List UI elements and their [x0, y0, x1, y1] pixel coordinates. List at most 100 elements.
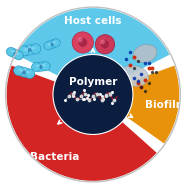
Circle shape — [31, 44, 41, 54]
Point — [71, 95, 74, 98]
Text: Host cells: Host cells — [64, 16, 122, 26]
Circle shape — [19, 46, 29, 56]
Point — [110, 101, 113, 104]
Text: Polymer: Polymer — [69, 77, 117, 88]
Wedge shape — [93, 64, 180, 145]
Ellipse shape — [133, 45, 157, 63]
Point — [136, 80, 139, 83]
Point — [101, 95, 104, 98]
Circle shape — [96, 36, 114, 53]
Circle shape — [22, 70, 26, 74]
Point — [82, 98, 86, 101]
Point — [125, 86, 128, 89]
Circle shape — [39, 65, 43, 68]
Point — [82, 97, 85, 100]
Circle shape — [14, 66, 23, 76]
Circle shape — [78, 38, 87, 47]
Point — [82, 89, 86, 92]
Point — [140, 86, 143, 89]
Point — [119, 74, 122, 77]
Point — [112, 76, 115, 79]
Point — [119, 86, 122, 89]
Point — [129, 63, 132, 66]
Point — [108, 93, 111, 96]
Point — [100, 98, 103, 101]
Point — [136, 60, 139, 63]
Point — [84, 92, 87, 95]
Point — [86, 97, 89, 100]
Point — [132, 67, 135, 70]
Point — [155, 71, 158, 74]
Ellipse shape — [7, 48, 23, 59]
Circle shape — [78, 37, 83, 43]
Point — [104, 94, 107, 97]
Point — [88, 98, 91, 101]
Point — [72, 91, 75, 94]
Circle shape — [44, 42, 52, 50]
Ellipse shape — [119, 66, 149, 86]
Point — [87, 93, 90, 96]
Ellipse shape — [19, 44, 41, 55]
Text: Biofilm: Biofilm — [145, 100, 186, 110]
Point — [140, 73, 143, 76]
Circle shape — [52, 39, 60, 47]
Point — [99, 92, 102, 95]
Point — [143, 78, 146, 81]
Point — [147, 67, 150, 70]
Ellipse shape — [44, 40, 60, 49]
Ellipse shape — [32, 62, 50, 71]
Point — [125, 58, 128, 61]
Circle shape — [72, 32, 93, 53]
Circle shape — [13, 52, 17, 55]
Ellipse shape — [11, 50, 20, 55]
Point — [123, 78, 126, 81]
Point — [116, 69, 119, 72]
Point — [129, 89, 132, 92]
Point — [151, 67, 154, 70]
Point — [121, 80, 124, 83]
Circle shape — [41, 62, 50, 71]
Point — [96, 92, 99, 95]
Circle shape — [14, 51, 23, 60]
Ellipse shape — [48, 42, 56, 46]
Circle shape — [100, 40, 105, 44]
Circle shape — [51, 43, 54, 46]
Point — [101, 97, 104, 100]
Circle shape — [32, 62, 41, 72]
Point — [151, 71, 154, 74]
Point — [132, 56, 135, 59]
Point — [112, 98, 115, 101]
Ellipse shape — [19, 69, 30, 73]
Circle shape — [25, 69, 35, 79]
Circle shape — [28, 48, 32, 52]
Point — [129, 50, 132, 53]
Point — [80, 94, 83, 98]
Wedge shape — [6, 64, 158, 182]
Wedge shape — [15, 7, 171, 94]
Point — [140, 86, 143, 89]
Point — [104, 94, 107, 97]
Circle shape — [6, 47, 15, 56]
Point — [63, 99, 66, 102]
Point — [71, 92, 74, 95]
Point — [116, 82, 119, 85]
Circle shape — [53, 55, 133, 134]
Point — [93, 98, 96, 101]
Point — [132, 76, 135, 79]
Point — [136, 82, 139, 85]
Point — [75, 98, 78, 101]
Point — [92, 94, 95, 97]
Point — [67, 95, 70, 98]
Point — [143, 61, 146, 64]
Circle shape — [101, 40, 109, 48]
Text: Bacteria: Bacteria — [30, 152, 80, 162]
Ellipse shape — [14, 67, 35, 78]
Point — [143, 89, 146, 92]
Point — [111, 91, 114, 94]
Point — [147, 82, 150, 85]
Ellipse shape — [36, 64, 46, 67]
Ellipse shape — [24, 47, 36, 51]
Circle shape — [95, 35, 115, 54]
Circle shape — [73, 33, 92, 52]
Point — [147, 61, 150, 64]
